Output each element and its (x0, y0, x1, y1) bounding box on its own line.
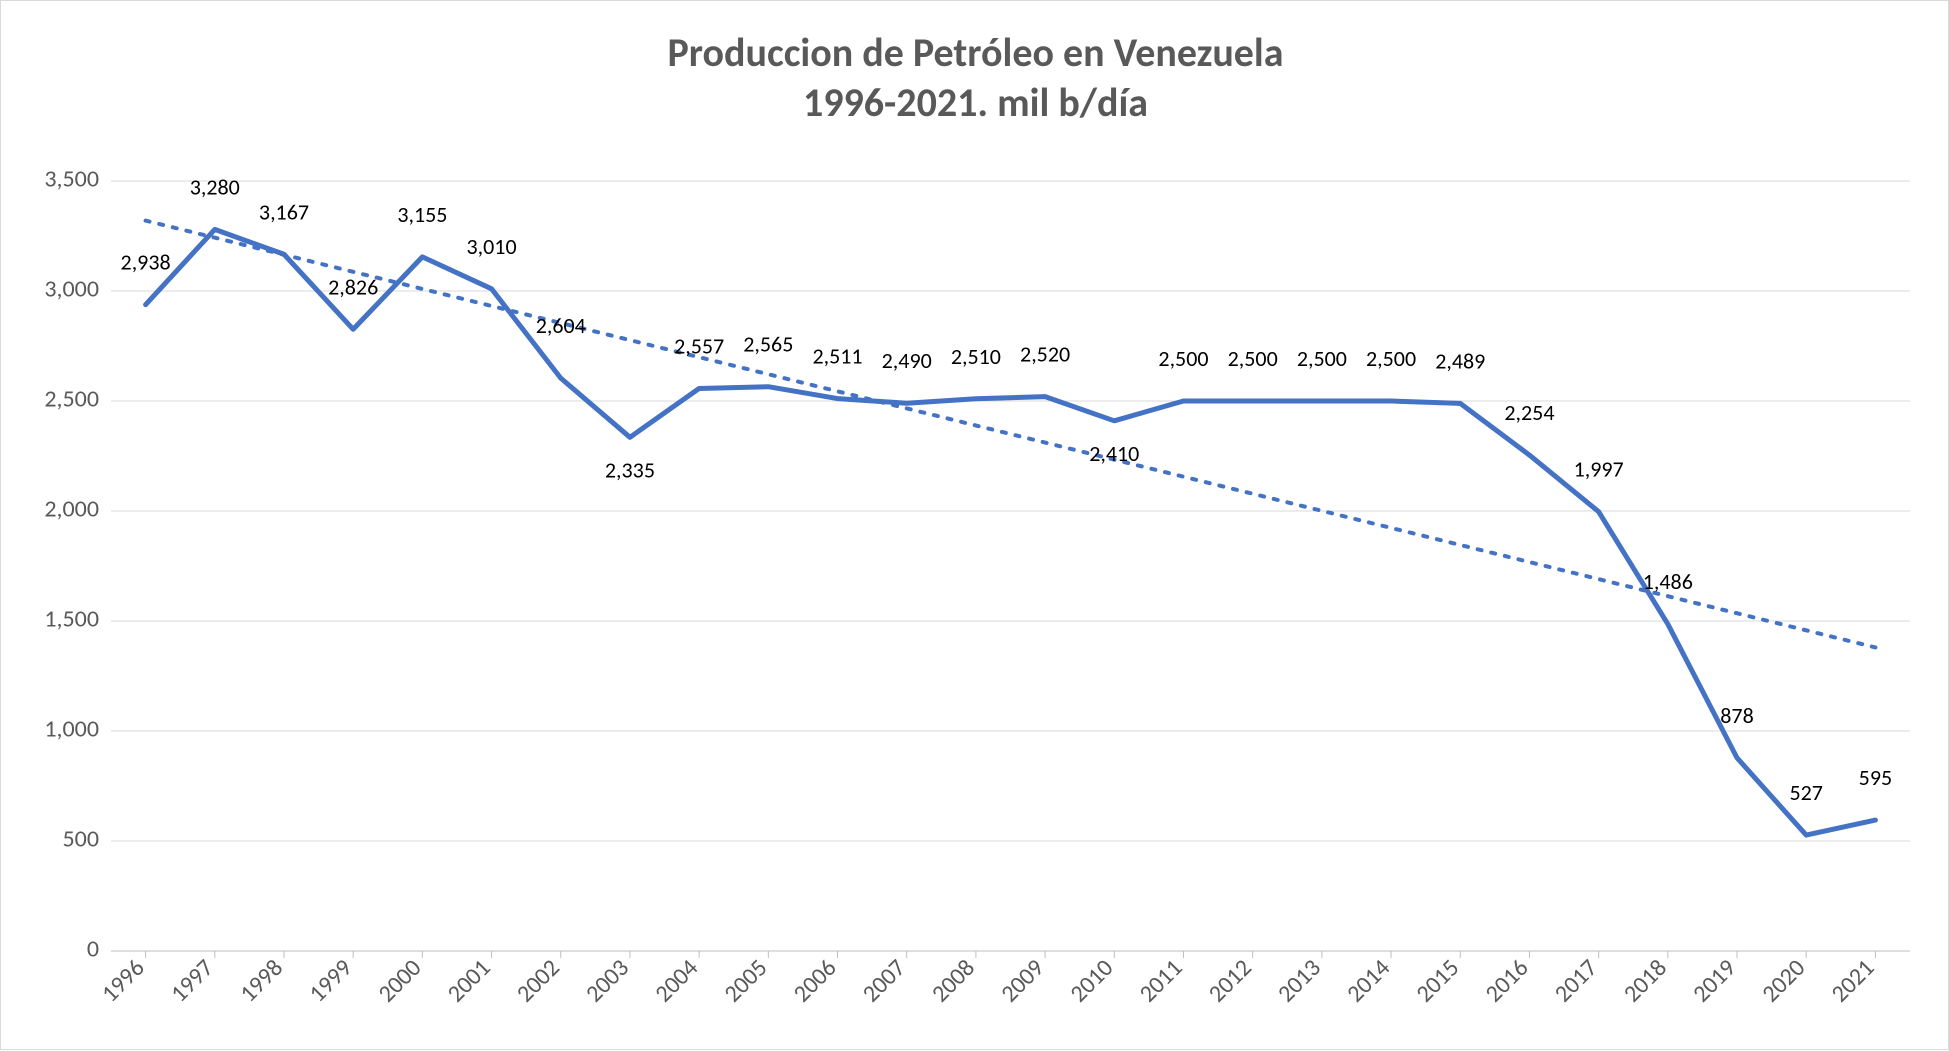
data-label: 595 (1859, 764, 1892, 791)
x-tick-label: 2006 (788, 953, 843, 1008)
data-label: 2,604 (536, 312, 586, 339)
x-tick-label: 2002 (511, 953, 566, 1008)
x-tick-label: 2000 (372, 953, 427, 1008)
x-tick-label: 2010 (1064, 953, 1119, 1008)
y-tick-label: 1,500 (44, 605, 99, 634)
x-tick-label: 2005 (718, 953, 773, 1008)
x-tick-label: 2015 (1410, 953, 1465, 1008)
x-tick-label: 2011 (1134, 953, 1189, 1008)
x-tick-label: 1996 (96, 953, 151, 1008)
y-tick-label: 2,500 (44, 385, 99, 414)
chart-container: Produccion de Petróleo en Venezuela1996-… (0, 0, 1949, 1050)
x-tick-label: 2013 (1272, 953, 1327, 1008)
x-tick-label: 2014 (1341, 953, 1396, 1008)
chart-title-line-1: 1996-2021. mil b/día (803, 78, 1148, 127)
data-label: 3,280 (190, 173, 240, 200)
data-label: 2,826 (328, 273, 378, 300)
series-line (146, 229, 1876, 835)
x-tick-label: 2019 (1687, 953, 1742, 1008)
data-label: 2,490 (882, 347, 932, 374)
data-label: 2,410 (1089, 440, 1139, 467)
x-tick-label: 2001 (442, 953, 497, 1008)
y-tick-label: 0 (87, 935, 99, 964)
data-label: 2,520 (1020, 341, 1070, 368)
data-label: 2,500 (1297, 345, 1347, 372)
y-tick-label: 1,000 (44, 715, 99, 744)
data-label: 527 (1789, 779, 1822, 806)
data-label: 2,565 (743, 331, 793, 358)
x-tick-label: 2008 (926, 953, 981, 1008)
x-tick-label: 2004 (649, 953, 704, 1008)
x-tick-label: 2003 (580, 953, 635, 1008)
y-tick-label: 3,500 (44, 165, 99, 194)
data-label: 2,254 (1504, 399, 1554, 426)
data-label: 2,489 (1435, 347, 1485, 374)
x-tick-label: 2018 (1618, 953, 1673, 1008)
data-label: 2,510 (951, 343, 1001, 370)
x-tick-label: 2020 (1756, 953, 1811, 1008)
x-tick-label: 2021 (1825, 953, 1880, 1008)
data-label: 3,010 (467, 233, 517, 260)
x-tick-label: 1998 (234, 953, 289, 1008)
x-tick-label: 2009 (995, 953, 1050, 1008)
data-label: 878 (1720, 702, 1753, 729)
data-label: 2,500 (1366, 345, 1416, 372)
trendline (146, 221, 1876, 648)
line-chart: Produccion de Petróleo en Venezuela1996-… (1, 1, 1949, 1051)
y-tick-label: 500 (63, 825, 100, 854)
data-label: 2,557 (674, 332, 724, 359)
x-tick-label: 2012 (1203, 953, 1258, 1008)
data-label: 2,500 (1158, 345, 1208, 372)
data-label: 1,486 (1643, 568, 1693, 595)
data-label: 3,167 (259, 198, 309, 225)
data-label: 3,155 (397, 201, 447, 228)
data-label: 2,335 (605, 456, 655, 483)
data-label: 2,938 (121, 249, 171, 276)
x-tick-label: 2017 (1549, 953, 1604, 1008)
chart-title-line-0: Produccion de Petróleo en Venezuela (668, 28, 1284, 77)
y-tick-label: 3,000 (44, 275, 99, 304)
x-tick-label: 2007 (857, 953, 912, 1008)
x-tick-label: 1997 (165, 953, 220, 1008)
y-tick-label: 2,000 (44, 495, 99, 524)
data-label: 1,997 (1574, 456, 1624, 483)
x-tick-label: 1999 (303, 953, 358, 1008)
x-tick-label: 2016 (1479, 953, 1534, 1008)
chart-title: Produccion de Petróleo en Venezuela1996-… (668, 28, 1284, 127)
data-label: 2,511 (812, 343, 862, 370)
data-label: 2,500 (1228, 345, 1278, 372)
